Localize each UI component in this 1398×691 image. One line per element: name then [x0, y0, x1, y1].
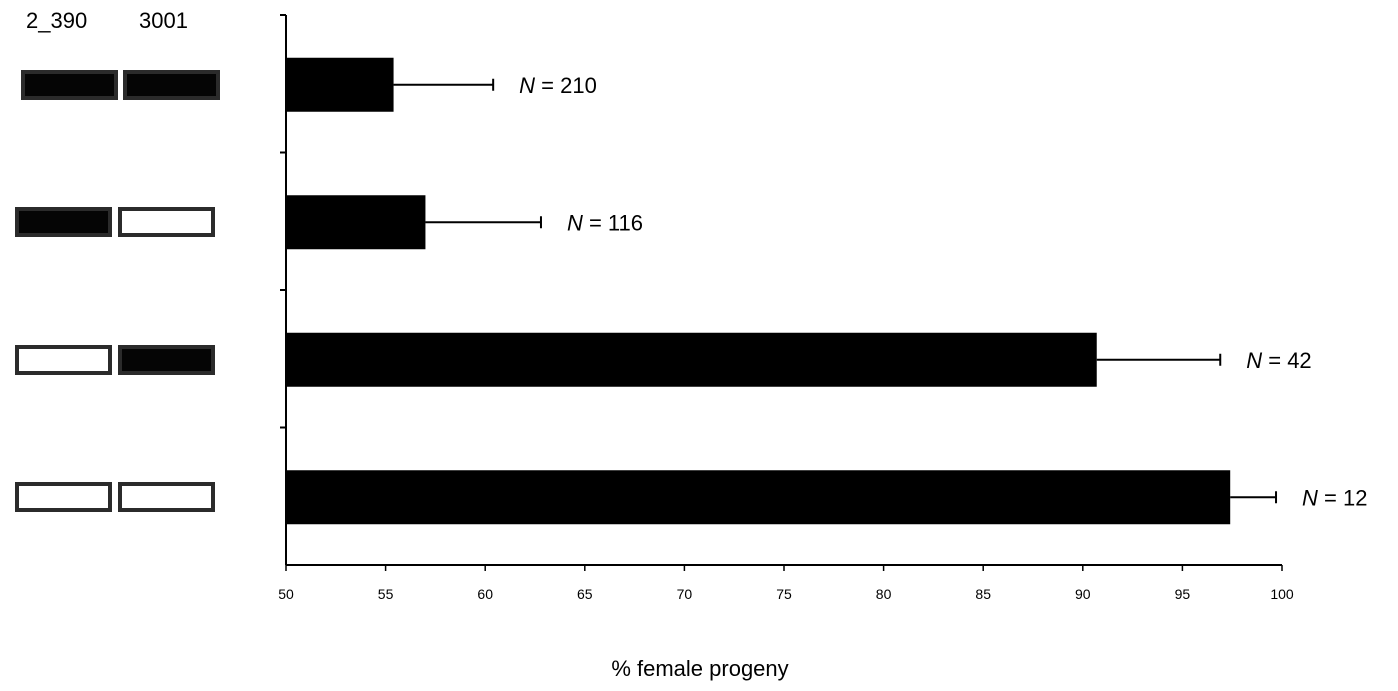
x-tick-label: 75: [776, 586, 792, 602]
bar: [286, 195, 426, 250]
bar: [286, 332, 1097, 387]
x-tick-label: 50: [278, 586, 294, 602]
x-axis-title: % female progeny: [611, 656, 788, 681]
sample-size-label: N = 210: [519, 73, 597, 98]
genotype-box-3001-empty: [118, 207, 215, 238]
sample-size-label: N = 42: [1246, 348, 1311, 373]
x-tick-label: 95: [1175, 586, 1191, 602]
genotype-column-header-2_390: 2_390: [26, 8, 88, 33]
sample-size-label: N = 12: [1302, 485, 1367, 510]
x-tick-label: 60: [477, 586, 493, 602]
x-tick-label: 80: [876, 586, 892, 602]
genotype-box-3001-empty: [118, 482, 215, 513]
genotype-box-3001-filled: [123, 69, 220, 100]
x-tick-label: 65: [577, 586, 593, 602]
sample-size-label: N = 116: [567, 210, 643, 235]
x-tick-label: 90: [1075, 586, 1091, 602]
genotype-box-3001-filled: [118, 344, 215, 375]
genotype-column-header-3001: 3001: [139, 8, 188, 33]
bar: [286, 57, 394, 112]
x-tick-label: 85: [975, 586, 991, 602]
x-tick-label: 100: [1270, 586, 1294, 602]
genotype-box-2_390-empty: [15, 482, 112, 513]
x-tick-label: 70: [677, 586, 693, 602]
bar: [286, 470, 1231, 525]
x-tick-label: 55: [378, 586, 394, 602]
genotype-box-2_390-filled: [15, 207, 112, 238]
genotype-box-2_390-filled: [21, 69, 118, 100]
genotype-box-2_390-empty: [15, 344, 112, 375]
